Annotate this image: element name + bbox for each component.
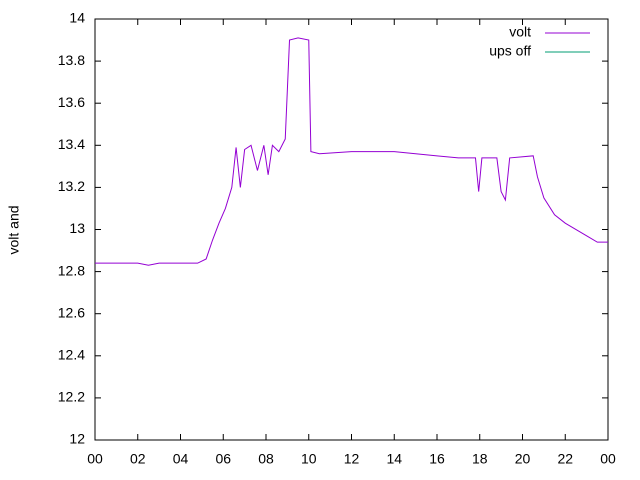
- y-tick-label: 13.2: [58, 178, 85, 194]
- y-tick-label: 13.4: [58, 136, 85, 152]
- y-tick-label: 13.8: [58, 52, 85, 68]
- x-tick-label: 14: [386, 451, 402, 467]
- x-tick-label: 00: [600, 451, 616, 467]
- y-tick-label: 14: [69, 10, 85, 26]
- plot-frame: [94, 18, 609, 441]
- line-series: [95, 37, 608, 266]
- x-tick-label: 00: [87, 451, 103, 467]
- x-tick-label: 08: [258, 451, 274, 467]
- x-tick-label: 02: [130, 451, 146, 467]
- y-tick-label: 12.8: [58, 262, 85, 278]
- y-axis-label: volt and: [6, 205, 22, 254]
- legend-label: ups off: [489, 43, 531, 59]
- x-tick-label: 22: [557, 451, 573, 467]
- y-tick-label: 12.6: [58, 304, 85, 320]
- y-tick-label: 12.4: [58, 347, 85, 363]
- x-tick-label: 12: [344, 451, 360, 467]
- x-tick-label: 10: [301, 451, 317, 467]
- y-tick-label: 12.2: [58, 389, 85, 405]
- x-tick-label: 18: [472, 451, 488, 467]
- x-tick-label: 06: [215, 451, 231, 467]
- y-tick-label: 12: [69, 431, 85, 447]
- x-tick-label: 16: [429, 451, 445, 467]
- y-tick-label: 13.6: [58, 94, 85, 110]
- y-tick-label: 13: [69, 220, 85, 236]
- legend-label: volt: [509, 24, 531, 40]
- x-tick-label: 20: [515, 451, 531, 467]
- x-tick-label: 04: [173, 451, 189, 467]
